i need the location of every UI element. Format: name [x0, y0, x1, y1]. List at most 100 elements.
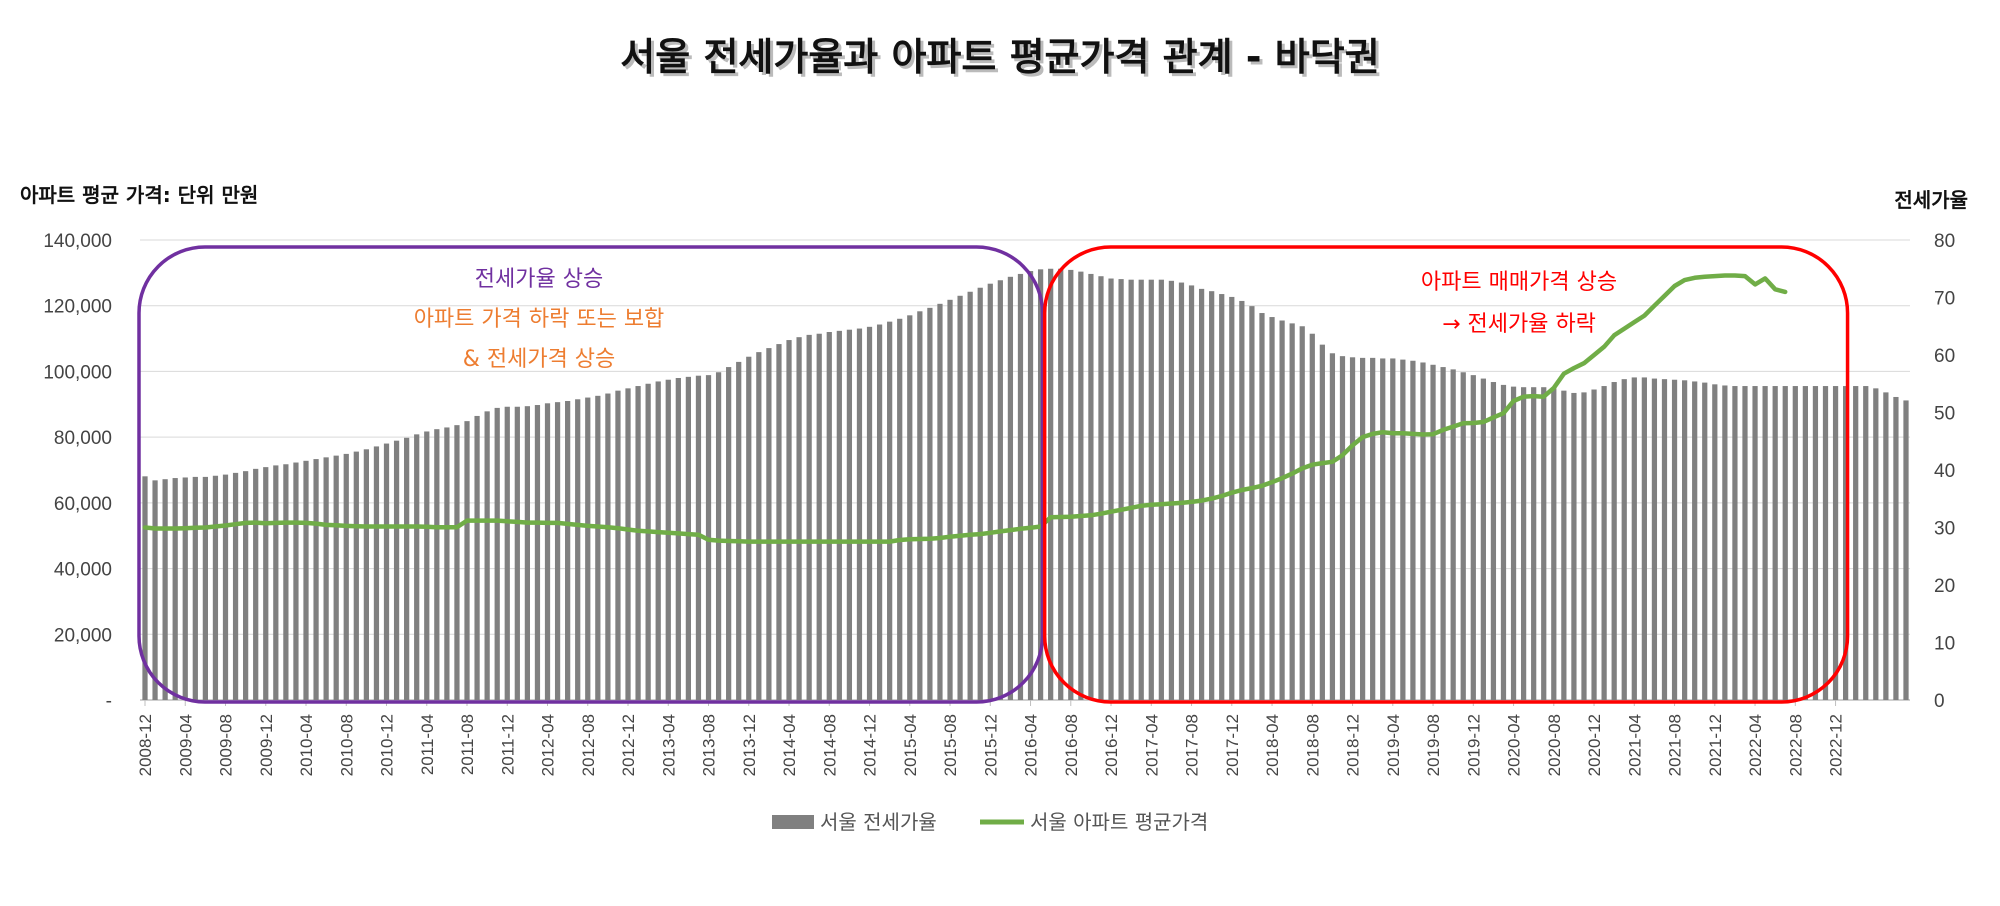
bar: [776, 344, 782, 700]
bar: [927, 307, 933, 700]
x-tick-label: 2011-08: [458, 714, 477, 775]
bar: [1561, 390, 1567, 700]
x-tick-label: 2009-12: [257, 714, 276, 776]
bar: [625, 388, 631, 700]
bar: [464, 421, 470, 700]
bar: [1792, 386, 1798, 700]
bar: [474, 415, 480, 700]
bar: [373, 446, 380, 700]
x-tick-label: 2018-12: [1344, 714, 1363, 776]
bar: [232, 472, 239, 700]
bar: [1782, 386, 1788, 700]
bar: [1591, 389, 1597, 700]
bar: [1601, 386, 1607, 700]
bar: [1812, 386, 1819, 700]
bar: [575, 399, 581, 700]
bar: [605, 393, 611, 700]
bar: [1239, 300, 1245, 700]
bar: [202, 476, 208, 700]
bar: [1400, 359, 1406, 700]
bar: [1520, 387, 1527, 700]
bar: [866, 326, 873, 700]
bar: [1531, 387, 1537, 700]
x-tick-label: 2016-08: [1062, 714, 1081, 776]
right-tick-label: 20: [1934, 576, 1955, 597]
annotation-price-rise: 아파트 매매가격 상승: [1421, 270, 1617, 295]
bar: [1722, 385, 1728, 700]
bar: [484, 411, 490, 700]
x-tick-label: 2016-04: [1022, 714, 1041, 776]
bar: [1007, 276, 1014, 700]
bar: [997, 280, 1003, 700]
bar: [1903, 400, 1909, 700]
bar: [1480, 378, 1486, 700]
x-tick-label: 2011-12: [498, 714, 517, 775]
annotation-price-flat: 아파트 가격 하락 또는 보합: [414, 307, 665, 332]
annotation-rise-jeonse: 전세가율 상승: [475, 267, 603, 292]
bar: [504, 406, 510, 700]
bar: [273, 465, 279, 700]
bar: [1802, 386, 1808, 700]
right-tick-label: 10: [1934, 634, 1955, 655]
bar: [1430, 364, 1436, 700]
bar: [494, 407, 500, 700]
x-tick-label: 2009-04: [176, 714, 195, 776]
bar: [786, 340, 792, 700]
bar: [1651, 378, 1658, 700]
x-tick-label: 2016-12: [1102, 714, 1121, 776]
bar: [544, 403, 551, 700]
bar: [323, 457, 329, 700]
right-tick-label: 40: [1934, 461, 1955, 482]
bar: [1309, 333, 1315, 700]
x-tick-label: 2019-04: [1384, 714, 1403, 776]
annotation-ratio-fall: → 전세가율 하락: [1442, 312, 1596, 337]
bar: [746, 356, 752, 700]
bar: [1822, 386, 1829, 700]
bar: [1088, 273, 1094, 700]
bar: [383, 443, 390, 700]
bar: [283, 464, 289, 700]
bar: [1068, 269, 1074, 700]
legend-line-label: 서울 아파트 평균가격: [1030, 810, 1208, 834]
bar: [1682, 380, 1688, 700]
x-axis: 2008-12 2009-04 2009-08 2009-12 2010-04 2010-…: [136, 700, 1846, 776]
annotation-jeonse-up: & 전세가격 상승: [463, 347, 616, 372]
x-tick-label: 2013-04: [659, 714, 678, 776]
bar: [816, 333, 822, 700]
x-tick-label: 2019-08: [1424, 714, 1443, 776]
x-tick-label: 2012-08: [579, 714, 598, 776]
bar: [222, 474, 229, 700]
bar: [1259, 313, 1265, 700]
bar: [1148, 279, 1154, 700]
bar: [1500, 384, 1507, 700]
highlight-box: [1042, 245, 1850, 704]
bar: [655, 381, 661, 700]
bar: [1349, 357, 1356, 700]
bar: [1048, 268, 1054, 700]
bar: [1118, 279, 1124, 700]
line-series: [142, 273, 1788, 544]
x-tick-label: 2022-04: [1746, 714, 1765, 776]
x-tick-label: 2017-12: [1223, 714, 1242, 776]
bar: [1692, 381, 1698, 700]
bar: [1510, 386, 1517, 700]
bar: [1279, 320, 1285, 700]
x-tick-label: 2021-04: [1625, 714, 1644, 776]
svg-text:서울 전세가율과 아파트 평균가격 관계 - 바닥권: 서울 전세가율과 아파트 평균가격 관계 - 바닥권: [623, 38, 1382, 82]
right-tick-label: 0: [1934, 691, 1945, 712]
bar: [685, 376, 692, 700]
bar: [142, 476, 148, 700]
bar: [846, 329, 853, 700]
left-tick-label: 20,000: [54, 625, 112, 646]
bar: [1390, 358, 1396, 700]
right-tick-label: 60: [1934, 346, 1955, 367]
bar: [1853, 386, 1859, 700]
bar: [1178, 282, 1185, 700]
x-tick-label: 2015-12: [981, 714, 1000, 776]
bar: [1732, 386, 1738, 700]
bar: [293, 462, 299, 700]
x-tick-label: 2012-04: [539, 714, 558, 776]
bar: [876, 324, 883, 700]
x-tick-label: 2014-04: [780, 714, 799, 776]
